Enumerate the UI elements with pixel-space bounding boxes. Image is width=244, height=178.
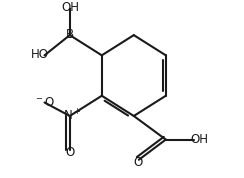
Text: O: O [65, 146, 75, 159]
Text: $^-$O: $^-$O [34, 96, 55, 109]
Text: B: B [66, 28, 74, 41]
Text: OH: OH [191, 133, 208, 146]
Text: HO: HO [31, 48, 49, 61]
Text: O: O [133, 156, 143, 169]
Text: OH: OH [61, 1, 79, 14]
Text: N$^+$: N$^+$ [62, 108, 81, 123]
